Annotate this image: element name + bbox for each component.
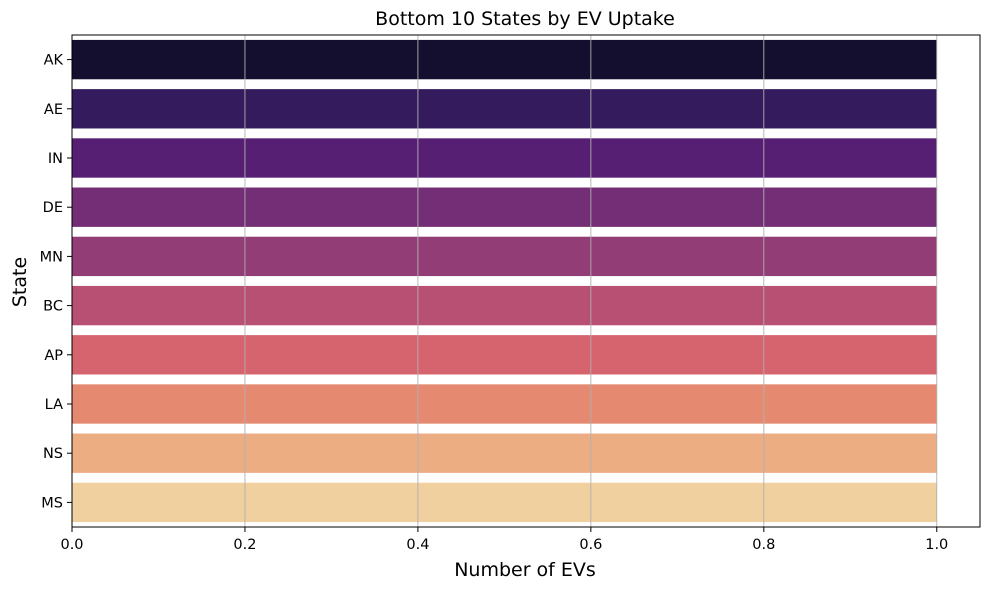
y-axis-label: State — [9, 257, 31, 307]
bar-ak — [72, 39, 937, 80]
x-tick-label: 0.0 — [60, 537, 83, 553]
bar-la — [72, 384, 937, 424]
y-tick-label-ak: AK — [44, 53, 64, 69]
plot-frame — [71, 34, 981, 528]
x-tick-label: 0.8 — [752, 537, 775, 553]
y-tick-label-la: LA — [45, 397, 63, 413]
bars — [72, 39, 937, 523]
bar-ae — [72, 89, 937, 129]
y-tick-label-bc: BC — [43, 299, 63, 315]
bar-ap — [72, 335, 937, 375]
bar-in — [72, 138, 937, 178]
x-tick-label: 0.4 — [406, 537, 429, 553]
y-tick-label-in: IN — [48, 151, 63, 167]
bar-mn — [72, 236, 937, 277]
y-tick-label-mn: MN — [40, 249, 63, 265]
x-tick-label: 1.0 — [925, 537, 948, 553]
y-tick-label-ms: MS — [41, 495, 63, 511]
chart-title: Bottom 10 States by EV Uptake — [375, 8, 675, 30]
bar-ms — [72, 482, 937, 523]
y-tick-label-de: DE — [43, 200, 63, 216]
bar-de — [72, 187, 937, 227]
y-tick-label-ns: NS — [43, 446, 63, 462]
x-axis-label: Number of EVs — [454, 559, 596, 581]
x-tick-label: 0.2 — [233, 537, 256, 553]
bar-bc — [72, 285, 937, 326]
y-tick-label-ap: AP — [44, 348, 63, 364]
y-tick-label-ae: AE — [44, 102, 63, 118]
bar-ns — [72, 433, 937, 473]
x-tick-label: 0.6 — [579, 537, 602, 553]
axes: AK AE IN DE MN BC AP LA NS MS 0.0 0.2 0.4 0.6 0.8 1.0 — [40, 34, 981, 553]
